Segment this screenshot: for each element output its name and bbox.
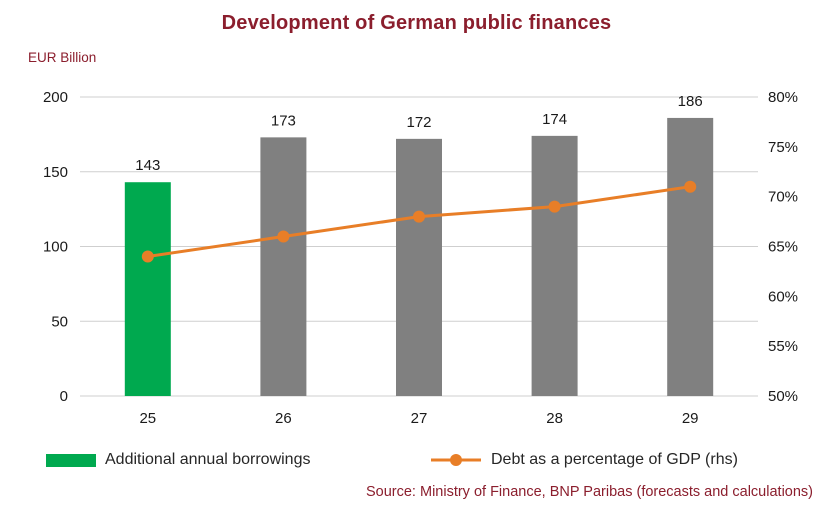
bar <box>396 138 442 397</box>
left-axis-tick-label: 150 <box>43 164 68 181</box>
gdp-line-marker <box>413 210 425 223</box>
x-axis-category-label: 27 <box>411 410 428 427</box>
right-axis-tick-label: 75% <box>768 139 798 156</box>
bar-value-label: 174 <box>542 111 567 128</box>
right-axis-tick-label: 65% <box>768 239 798 256</box>
chart-title: Development of German public finances <box>221 12 612 34</box>
left-axis-tick-label: 50 <box>51 313 68 330</box>
right-axis-tick-label: 70% <box>768 189 798 206</box>
bar <box>260 137 307 397</box>
right-axis-tick-label: 60% <box>768 288 798 305</box>
bar-value-label: 173 <box>271 112 296 129</box>
right-axis-tick-label: 80% <box>768 89 798 106</box>
legend-label-borrowings: Additional annual borrowings <box>105 451 311 468</box>
right-axis-tick-label: 50% <box>768 388 798 405</box>
left-axis-tick-label: 200 <box>43 89 68 106</box>
x-axis-category-label: 29 <box>682 410 699 427</box>
bar-value-label: 172 <box>406 114 431 131</box>
bar-value-label: 186 <box>678 93 703 110</box>
gdp-line-marker <box>684 180 697 193</box>
left-axis-tick-label: 100 <box>43 239 68 256</box>
left-axis-unit-label: EUR Billion <box>28 50 97 65</box>
gdp-line-marker <box>141 250 154 263</box>
bar <box>124 182 171 396</box>
legend-item-gdp-line: Debt as a percentage of GDP (rhs) <box>430 450 738 470</box>
bar <box>667 117 714 397</box>
x-axis-category-label: 28 <box>546 410 563 427</box>
left-axis-tick-label: 0 <box>60 388 68 405</box>
bar <box>531 135 578 396</box>
gdp-line-marker <box>277 230 290 243</box>
legend-line-marker-icon <box>431 454 481 466</box>
bar-value-label: 143 <box>135 157 160 174</box>
legend-label-gdp: Debt as a percentage of GDP (rhs) <box>491 451 738 468</box>
legend-item-borrowings: Additional annual borrowings <box>46 450 310 470</box>
legend-bar-swatch <box>46 453 96 467</box>
right-axis-tick-label: 55% <box>768 338 798 355</box>
x-axis-category-label: 25 <box>139 410 156 427</box>
source-text: Source: Ministry of Finance, BNP Paribas… <box>365 484 813 500</box>
gdp-line-marker <box>548 200 561 213</box>
legend-dot <box>450 454 462 466</box>
x-axis-category-label: 26 <box>275 410 292 427</box>
